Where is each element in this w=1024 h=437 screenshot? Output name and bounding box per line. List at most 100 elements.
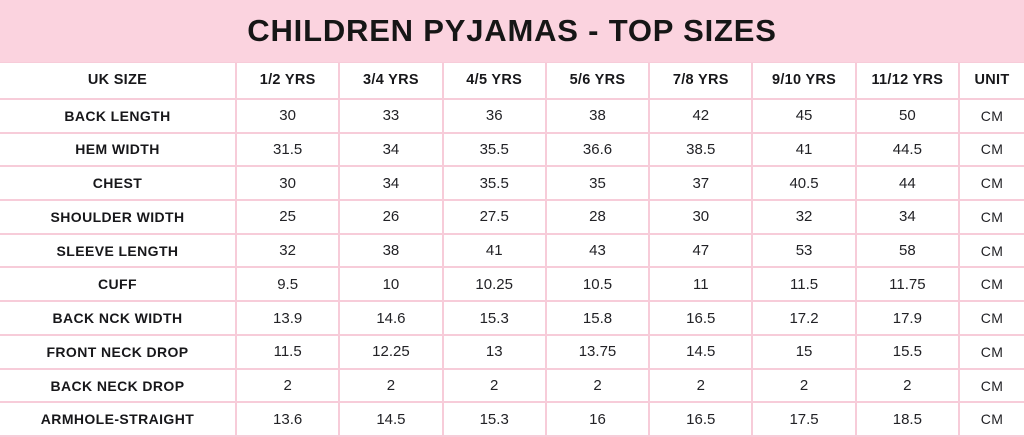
unit-cell: CM — [957, 369, 1024, 402]
title-banner: CHILDREN PYJAMAS - TOP SIZES — [0, 0, 1024, 62]
value-cell: 16 — [544, 403, 648, 436]
value-cell: 11 — [648, 268, 751, 301]
unit-cell: CM — [957, 335, 1024, 368]
value-cell: 15.5 — [854, 335, 958, 368]
value-cell: 34 — [338, 133, 441, 166]
value-cell: 9.5 — [235, 268, 338, 301]
value-cell: 27.5 — [441, 201, 545, 233]
value-cell: 41 — [751, 133, 854, 166]
column-header: 5/6 YRS — [544, 63, 648, 98]
row-label: HEM WIDTH — [75, 141, 160, 158]
column-header: 1/2 YRS — [235, 63, 338, 98]
value-cell: 10.5 — [544, 268, 648, 301]
column-header: 3/4 YRS — [338, 63, 441, 98]
value-cell: 17.5 — [751, 403, 854, 436]
row-label: SLEEVE LENGTH — [56, 242, 179, 259]
row-label: SHOULDER WIDTH — [50, 208, 185, 225]
value-cell: 10 — [338, 268, 441, 301]
value-cell: 36.6 — [544, 133, 648, 166]
row-label: BACK NCK WIDTH — [52, 310, 183, 327]
unit-cell: CM — [957, 133, 1024, 166]
value-cell: 28 — [544, 201, 648, 233]
value-cell: 15.8 — [544, 302, 648, 334]
row-label: CHEST — [92, 175, 143, 192]
value-cell: 13 — [441, 335, 545, 368]
unit-cell: CM — [957, 268, 1024, 301]
row-label: CUFF — [98, 276, 137, 293]
value-cell: 58 — [854, 234, 958, 267]
value-cell: 11.5 — [235, 335, 338, 368]
value-cell: 41 — [441, 234, 545, 267]
value-cell: 44 — [854, 167, 958, 200]
value-cell: 47 — [648, 234, 751, 267]
column-header: 11/12 YRS — [854, 63, 958, 98]
value-cell: 12.25 — [338, 335, 441, 368]
value-cell: 32 — [235, 234, 338, 267]
value-cell: 30 — [648, 201, 751, 233]
value-cell: 2 — [544, 369, 648, 402]
value-cell: 10.25 — [441, 268, 545, 301]
value-cell: 53 — [751, 234, 854, 267]
value-cell: 40.5 — [751, 167, 854, 200]
column-header: UK SIZE — [87, 72, 148, 89]
table-row: ARMHOLE-STRAIGHT 13.6 14.5 15.3 16 16.5 17.5 18… — [0, 403, 1024, 437]
value-cell: 15.3 — [441, 403, 545, 436]
value-cell: 13.6 — [235, 403, 338, 436]
value-cell: 15 — [751, 335, 854, 368]
value-cell: 14.6 — [338, 302, 441, 334]
value-cell: 45 — [751, 99, 854, 132]
page-title: CHILDREN PYJAMAS - TOP SIZES — [247, 13, 777, 48]
value-cell: 44.5 — [854, 133, 958, 166]
table-row: BACK NCK WIDTH 13.9 14.6 15.3 15.8 16.5 17.2 17… — [0, 302, 1024, 336]
value-cell: 38.5 — [648, 133, 751, 166]
table-row: HEM WIDTH 31.5 34 35.5 36.6 38.5 41 44.5 CM — [0, 133, 1024, 168]
value-cell: 13.75 — [544, 335, 648, 368]
table-header-row: UK SIZE 1/2 YRS 3/4 YRS 4/5 YRS 5/6 YRS 7/8 Y… — [0, 62, 1024, 100]
value-cell: 30 — [235, 167, 338, 200]
table-row: CUFF 9.5 10 10.25 10.5 11 11.5 11.75 CM — [0, 268, 1024, 303]
unit-cell: CM — [957, 167, 1024, 200]
value-cell: 17.9 — [854, 302, 958, 334]
value-cell: 35 — [544, 167, 648, 200]
row-label: BACK NECK DROP — [50, 377, 185, 394]
row-label: FRONT NECK DROP — [46, 343, 189, 360]
unit-cell: CM — [957, 302, 1024, 334]
value-cell: 11.5 — [751, 268, 854, 301]
value-cell: 2 — [648, 369, 751, 402]
unit-cell: CM — [957, 201, 1024, 233]
value-cell: 13.9 — [235, 302, 338, 334]
value-cell: 15.3 — [441, 302, 545, 334]
value-cell: 25 — [235, 201, 338, 233]
value-cell: 14.5 — [338, 403, 441, 436]
column-header: UNIT — [957, 63, 1024, 98]
unit-cell: CM — [957, 99, 1024, 132]
size-table: UK SIZE 1/2 YRS 3/4 YRS 4/5 YRS 5/6 YRS 7/8 Y… — [0, 62, 1024, 437]
table-row: SHOULDER WIDTH 25 26 27.5 28 30 32 34 CM — [0, 201, 1024, 235]
table-row: BACK NECK DROP 2 2 2 2 2 2 2 CM — [0, 369, 1024, 404]
value-cell: 50 — [854, 99, 958, 132]
column-header: 4/5 YRS — [441, 63, 545, 98]
unit-cell: CM — [957, 234, 1024, 267]
value-cell: 31.5 — [235, 133, 338, 166]
value-cell: 26 — [338, 201, 441, 233]
row-label: BACK LENGTH — [64, 107, 171, 124]
value-cell: 16.5 — [648, 302, 751, 334]
value-cell: 18.5 — [854, 403, 958, 436]
value-cell: 30 — [235, 99, 338, 132]
value-cell: 2 — [751, 369, 854, 402]
value-cell: 35.5 — [441, 167, 545, 200]
table-row: FRONT NECK DROP 11.5 12.25 13 13.75 14.5 15 15.… — [0, 335, 1024, 370]
unit-cell: CM — [957, 403, 1024, 436]
column-header: 7/8 YRS — [648, 63, 751, 98]
value-cell: 43 — [544, 234, 648, 267]
value-cell: 38 — [338, 234, 441, 267]
value-cell: 34 — [338, 167, 441, 200]
table-row: CHEST 30 34 35.5 35 37 40.5 44 CM — [0, 167, 1024, 202]
value-cell: 37 — [648, 167, 751, 200]
value-cell: 2 — [441, 369, 545, 402]
row-label: ARMHOLE-STRAIGHT — [40, 411, 195, 428]
value-cell: 38 — [544, 99, 648, 132]
value-cell: 2 — [854, 369, 958, 402]
table-row: BACK LENGTH 30 33 36 38 42 45 50 CM — [0, 99, 1024, 134]
